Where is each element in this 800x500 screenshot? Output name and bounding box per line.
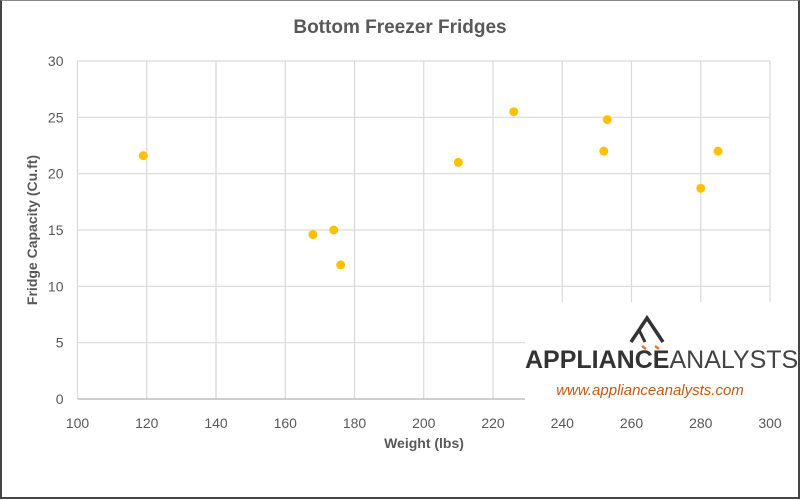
x-tick-label: 240 [551,415,575,431]
data-point [329,225,339,235]
y-axis-ticks: 0 5 10 15 20 25 30 [48,53,64,407]
data-points [138,107,723,270]
y-tick-label: 30 [48,53,64,69]
brand-url: www.applianceanalysts.com [556,382,744,399]
x-tick-label: 160 [274,415,298,431]
x-tick-label: 300 [758,415,782,431]
x-tick-label: 220 [481,415,505,431]
chart-title: Bottom Freezer Fridges [293,17,507,38]
x-axis-ticks: 100 120 140 160 180 200 220 240 260 280 300 [66,415,782,431]
brand-name-light: ANALYSTS [669,346,799,374]
y-tick-label: 15 [48,222,64,238]
data-point [138,151,148,161]
y-tick-label: 25 [48,109,64,125]
x-tick-label: 140 [204,415,228,431]
brand-name: APPLIANCEANALYSTS [525,346,798,375]
x-tick-label: 120 [135,415,159,431]
y-tick-label: 20 [48,166,64,182]
x-axis-title: Weight (lbs) [384,435,464,451]
x-tick-label: 200 [412,415,436,431]
y-tick-label: 10 [48,278,64,294]
data-point [696,183,706,193]
watermark-logo: APPLIANCEANALYSTS www.applianceanalysts.… [525,302,798,408]
y-tick-label: 5 [56,335,64,351]
data-point [599,146,609,156]
y-axis-title: Fridge Capacity (Cu.ft) [24,155,40,305]
data-point [713,146,723,156]
data-point [453,157,463,167]
data-point [308,230,318,240]
data-point [336,260,346,270]
x-tick-label: 180 [343,415,367,431]
data-point [602,115,612,125]
roof-caret-logo-icon [629,314,665,350]
data-point [509,107,519,117]
brand-name-bold: APPLIANCE [525,346,670,374]
x-tick-label: 280 [689,415,713,431]
y-tick-label: 0 [56,391,64,407]
x-tick-label: 100 [66,415,90,431]
x-tick-label: 260 [620,415,644,431]
